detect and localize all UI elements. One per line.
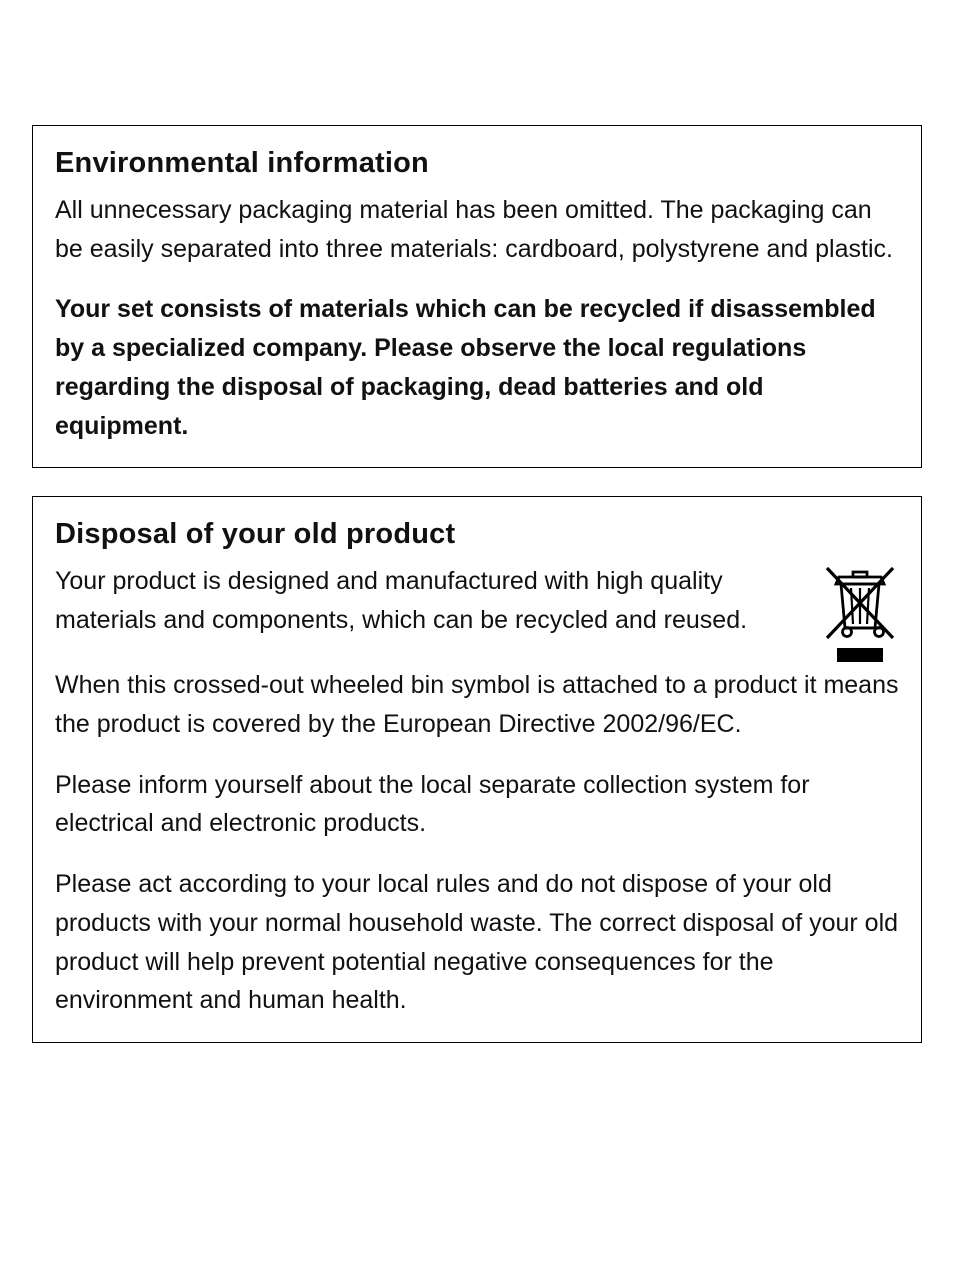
weee-crossed-bin-icon (821, 566, 899, 666)
environmental-info-paragraph-2-bold: Your set consists of materials which can… (55, 290, 899, 445)
disposal-heading: Disposal of your old product (55, 517, 899, 552)
disposal-paragraph-2: When this crossed-out wheeled bin symbol… (55, 666, 899, 744)
disposal-paragraph-3: Please inform yourself about the local s… (55, 766, 899, 844)
disposal-text-column: Your product is designed and manufacture… (55, 562, 803, 640)
environmental-info-paragraph-1: All unnecessary packaging material has b… (55, 191, 899, 269)
disposal-row: Your product is designed and manufacture… (55, 562, 899, 666)
environmental-info-heading: Environmental information (55, 146, 899, 181)
disposal-box: Disposal of your old product Your produc… (32, 496, 922, 1043)
disposal-paragraph-4: Please act according to your local rules… (55, 865, 899, 1020)
environmental-info-box: Environmental information All unnecessar… (32, 125, 922, 468)
weee-icon-column (821, 562, 899, 666)
disposal-paragraph-1: Your product is designed and manufacture… (55, 562, 803, 640)
page: Environmental information All unnecessar… (0, 0, 954, 1285)
